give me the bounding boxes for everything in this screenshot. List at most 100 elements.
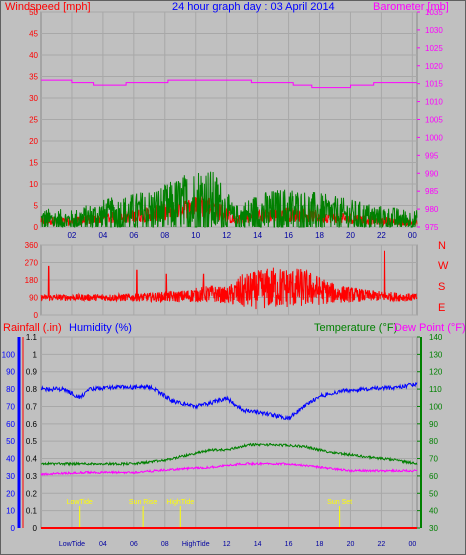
- time-tick-label: HighTide: [182, 541, 210, 548]
- time-tick-label: 12: [223, 541, 231, 548]
- windspeed-tick-label: 20: [29, 137, 38, 146]
- wind-direction-line: [40, 250, 418, 310]
- humidity-tick-label: 80: [6, 385, 15, 394]
- chart-title: 24 hour graph day : 03 April 2014: [172, 1, 335, 13]
- temperature-tick-label: 40: [429, 507, 438, 516]
- rainfall-tick-label: 0.2: [26, 489, 38, 498]
- barometer-tick-label: 990: [425, 169, 439, 178]
- temperature-tick-label: 120: [429, 368, 443, 377]
- barometer-tick-label: 1015: [425, 80, 443, 89]
- barometer-tick-label: 1020: [425, 62, 443, 71]
- direction-tick-label: 360: [25, 241, 39, 250]
- rainfall-tick-label: 0.9: [26, 368, 38, 377]
- time-tick-label: 20: [347, 541, 355, 548]
- rainfall-tick-label: 1.1: [26, 333, 38, 342]
- dewpoint-line: [40, 461, 418, 477]
- windspeed-tick-label: 30: [29, 94, 38, 103]
- time-tick-label: 18: [316, 541, 324, 548]
- event-label: Sun Rise: [129, 499, 158, 506]
- time-tick-label: 14: [254, 541, 262, 548]
- windspeed-axis-title: Windspeed [mph]: [5, 1, 91, 13]
- time-tick-label: 18: [315, 231, 324, 240]
- barometer-tick-label: 1030: [425, 26, 443, 35]
- event-label: HighTide: [166, 499, 194, 506]
- time-tick-label: 22: [377, 231, 386, 240]
- humidity-axis-title: Humidity (%): [69, 322, 132, 334]
- temperature-tick-label: 60: [429, 472, 438, 481]
- rainfall-tick-label: 1: [33, 350, 38, 359]
- rainfall-tick-label: 0.7: [26, 402, 38, 411]
- time-tick-label: 22: [378, 541, 386, 548]
- humidity-tick-label: 60: [6, 420, 15, 429]
- time-tick-label: 12: [222, 231, 231, 240]
- plot-area: [40, 336, 418, 529]
- temperature-humidity-panel: 0 0.1 0.2 0.3 0.4 0.5 0.6 0.7 0.8 0.9 1 1.1 0 10 20 30 4…: [2, 333, 443, 548]
- windspeed-tick-label: 25: [29, 116, 38, 125]
- temperature-tick-label: 90: [429, 420, 438, 429]
- humidity-tick-label: 10: [6, 507, 15, 516]
- wind-barometer-panel: 0510152025303540455097598098599099510001…: [29, 8, 443, 240]
- barometer-tick-label: 1035: [425, 8, 443, 17]
- rainfall-tick-label: 0.6: [26, 420, 38, 429]
- time-tick-label: 20: [346, 231, 355, 240]
- humidity-tick-label: 20: [6, 489, 15, 498]
- time-tick-label: 04: [98, 231, 107, 240]
- barometer-tick-label: 1010: [425, 98, 443, 107]
- temperature-axis-title: Temperature (°F): [314, 322, 397, 334]
- event-label: Sun Set: [327, 499, 352, 506]
- time-tick-label: 02: [67, 231, 76, 240]
- wind-direction-panel: 0 90 180 270 360: [25, 241, 418, 320]
- time-tick-label: 06: [130, 541, 138, 548]
- rainfall-tick-label: 0: [33, 524, 38, 533]
- humidity-tick-label: 30: [6, 472, 15, 481]
- rainfall-axis-title: Rainfall (.in): [3, 322, 62, 334]
- cardinal-label-e: E: [438, 302, 445, 314]
- barometer-line: [41, 79, 417, 89]
- rainfall-tick-label: 0.1: [26, 507, 38, 516]
- rainfall-tick-label: 0.4: [26, 455, 38, 464]
- time-tick-label: 00: [408, 541, 416, 548]
- barometer-tick-label: 1025: [425, 44, 443, 53]
- barometer-tick-label: 980: [425, 205, 439, 214]
- cardinal-label-s: S: [438, 281, 445, 293]
- time-tick-label: 04: [99, 541, 107, 548]
- barometer-axis-title: Barometer [mb]: [373, 1, 449, 13]
- windspeed-tick-label: 45: [29, 30, 38, 39]
- humidity-tick-label: 40: [6, 455, 15, 464]
- time-tick-label: 14: [253, 231, 262, 240]
- time-tick-label: 06: [129, 231, 138, 240]
- temperature-tick-label: 30: [429, 524, 438, 533]
- windspeed-tick-label: 15: [29, 159, 38, 168]
- temperature-tick-label: 80: [429, 437, 438, 446]
- rainfall-tick-label: 0.5: [26, 437, 38, 446]
- humidity-tick-label: 90: [6, 368, 15, 377]
- temperature-tick-label: 70: [429, 455, 438, 464]
- direction-tick-label: 90: [29, 294, 38, 303]
- dewpoint-axis-title: Dew Point (°F): [394, 322, 466, 334]
- windspeed-tick-label: 5: [34, 202, 39, 211]
- windspeed-tick-label: 40: [29, 51, 38, 60]
- gust-line: [40, 171, 418, 229]
- barometer-tick-label: 995: [425, 151, 439, 160]
- time-tick-label: LowTide: [59, 541, 85, 548]
- rainfall-tick-label: 0.3: [26, 472, 38, 481]
- cardinal-label-w: W: [438, 260, 449, 272]
- humidity-tick-label: 70: [6, 402, 15, 411]
- direction-tick-label: 180: [25, 276, 39, 285]
- time-tick-label: 10: [191, 231, 200, 240]
- humidity-tick-label: 100: [2, 350, 16, 359]
- temperature-tick-label: 110: [429, 385, 442, 394]
- humidity-line: [40, 381, 418, 421]
- barometer-tick-label: 975: [425, 223, 439, 232]
- cardinal-label-n-top: N: [438, 240, 446, 252]
- windspeed-tick-label: 10: [29, 180, 38, 189]
- barometer-tick-label: 985: [425, 187, 439, 196]
- humidity-tick-label: 0: [11, 524, 16, 533]
- temperature-tick-label: 130: [429, 350, 443, 359]
- time-tick-label: 00: [408, 231, 417, 240]
- windspeed-tick-label: 0: [34, 223, 39, 232]
- humidity-tick-label: 50: [6, 437, 15, 446]
- temperature-tick-label: 50: [429, 489, 438, 498]
- windspeed-tick-label: 35: [29, 73, 38, 82]
